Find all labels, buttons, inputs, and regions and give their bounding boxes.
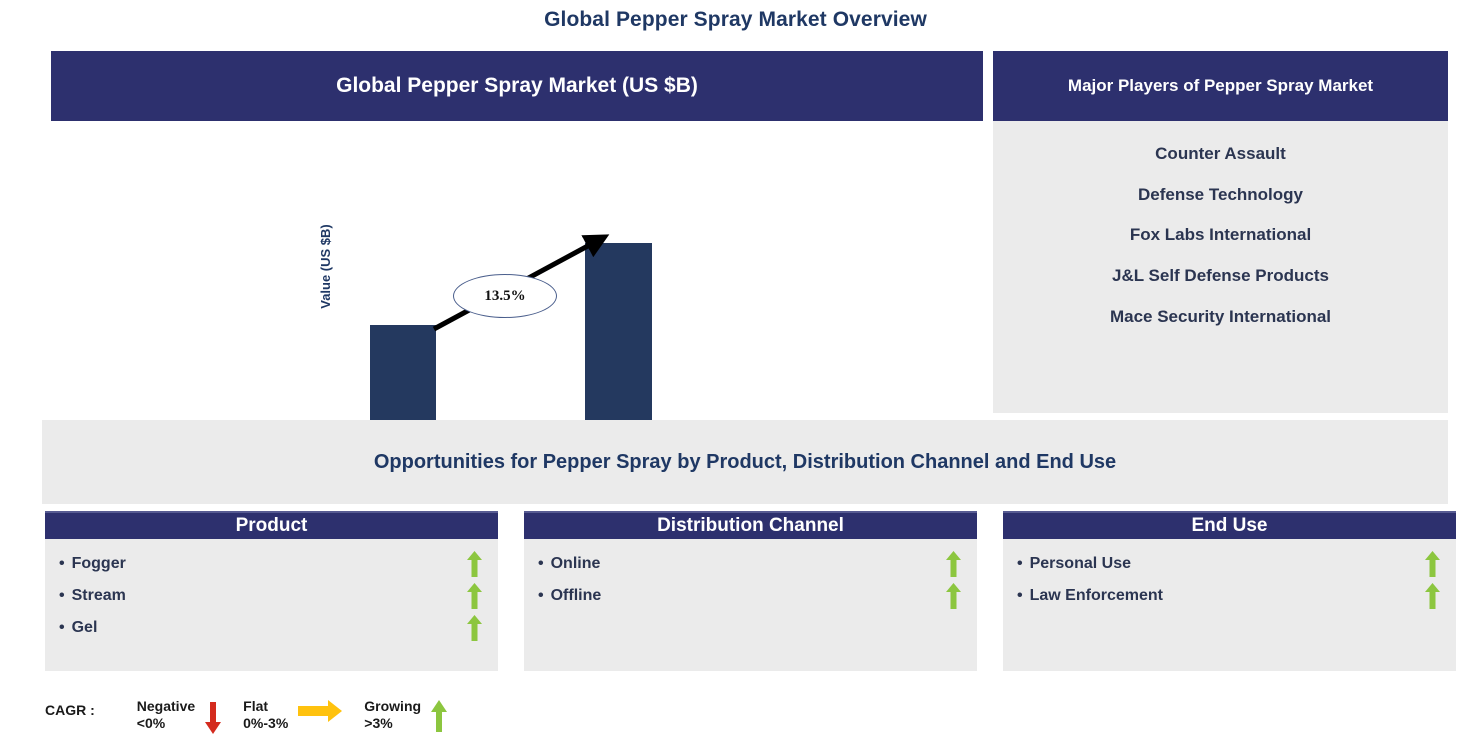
list-item: Gel [59, 612, 482, 644]
players-list: Counter Assault Defense Technology Fox L… [993, 121, 1448, 413]
list-item: Fox Labs International [1129, 225, 1312, 245]
list-item: Defense Technology [1138, 184, 1303, 204]
category-item-label: Offline [538, 587, 602, 605]
arrow-up-green-icon [467, 551, 482, 577]
list-item: Mace Security International [1109, 306, 1332, 326]
list-item: Stream [59, 580, 482, 612]
category-header-product: Product [45, 511, 498, 539]
arrow-up-green-icon [1425, 583, 1440, 609]
list-item: Law Enforcement [1017, 580, 1440, 612]
legend-item-negative: Negative <0% [137, 698, 235, 734]
list-item: Online [538, 548, 961, 580]
category-title: Product [235, 515, 308, 536]
category-items-end-use: Personal Use Law Enforcement [1003, 539, 1456, 671]
category-item-label: Gel [59, 619, 98, 637]
legend-item-flat: Flat 0%-3% [243, 698, 356, 732]
category-item-label: Personal Use [1017, 555, 1131, 573]
arrow-up-green-icon [431, 700, 448, 732]
chart-panel-header: Global Pepper Spray Market (US $B) [51, 51, 983, 121]
category-box-product: Product Fogger Stream Gel [45, 511, 498, 671]
opportunities-banner: Opportunities for Pepper Spray by Produc… [42, 420, 1448, 504]
legend-label: Growing [364, 698, 422, 714]
category-item-label: Online [538, 555, 601, 573]
arrow-up-green-icon [1425, 551, 1440, 577]
page-title: Global Pepper Spray Market Overview [544, 8, 927, 31]
cagr-legend-title: CAGR : [45, 702, 95, 718]
category-item-label: Law Enforcement [1017, 587, 1163, 605]
legend-item-growing: Growing >3% [364, 698, 461, 734]
category-header-distribution-channel: Distribution Channel [524, 511, 977, 539]
category-box-distribution-channel: Distribution Channel Online Offline [524, 511, 977, 671]
market-chart-panel: Global Pepper Spray Market (US $B) Value… [51, 51, 983, 479]
arrow-up-green-icon [946, 583, 961, 609]
arrow-up-green-icon [467, 583, 482, 609]
legend-label: Flat [243, 698, 269, 714]
category-item-label: Fogger [59, 555, 126, 573]
players-panel-header: Major Players of Pepper Spray Market [993, 51, 1448, 121]
category-title: Distribution Channel [657, 515, 844, 536]
list-item: Personal Use [1017, 548, 1440, 580]
cagr-value: 13.5% [484, 287, 526, 304]
y-axis-label: Value (US $B) [317, 224, 333, 309]
opportunities-banner-title: Opportunities for Pepper Spray by Produc… [373, 450, 1117, 473]
category-item-label: Stream [59, 587, 126, 605]
legend-range: >3% [364, 715, 393, 732]
cagr-bubble: 13.5% [453, 274, 557, 318]
legend-range: 0%-3% [243, 715, 289, 732]
category-items-distribution-channel: Online Offline [524, 539, 977, 671]
category-header-end-use: End Use [1003, 511, 1456, 539]
arrow-right-yellow-icon [298, 700, 343, 722]
list-item: J&L Self Defense Products [1112, 266, 1329, 286]
arrow-up-green-icon [946, 551, 961, 577]
list-item: Counter Assault [1155, 144, 1286, 163]
bar-2031 [585, 243, 652, 448]
category-box-end-use: End Use Personal Use Law Enforcement [1003, 511, 1456, 671]
chart-panel-title: Global Pepper Spray Market (US $B) [336, 74, 698, 97]
players-panel-title: Major Players of Pepper Spray Market [1067, 76, 1374, 95]
list-item: Offline [538, 580, 961, 612]
category-items-product: Fogger Stream Gel [45, 539, 498, 671]
list-item: Fogger [59, 548, 482, 580]
legend-range: <0% [136, 715, 166, 732]
major-players-panel: Major Players of Pepper Spray Market Cou… [993, 51, 1448, 413]
category-title: End Use [1191, 515, 1268, 536]
chart-plot-area: Value (US $B) 2024 2031 13.5% Source : L… [51, 121, 983, 479]
cagr-legend: CAGR : Negative <0% Flat 0%-3% Growing >… [45, 698, 469, 748]
arrow-down-red-icon [205, 702, 222, 734]
arrow-up-green-icon [467, 615, 482, 641]
legend-label: Negative [136, 698, 196, 714]
